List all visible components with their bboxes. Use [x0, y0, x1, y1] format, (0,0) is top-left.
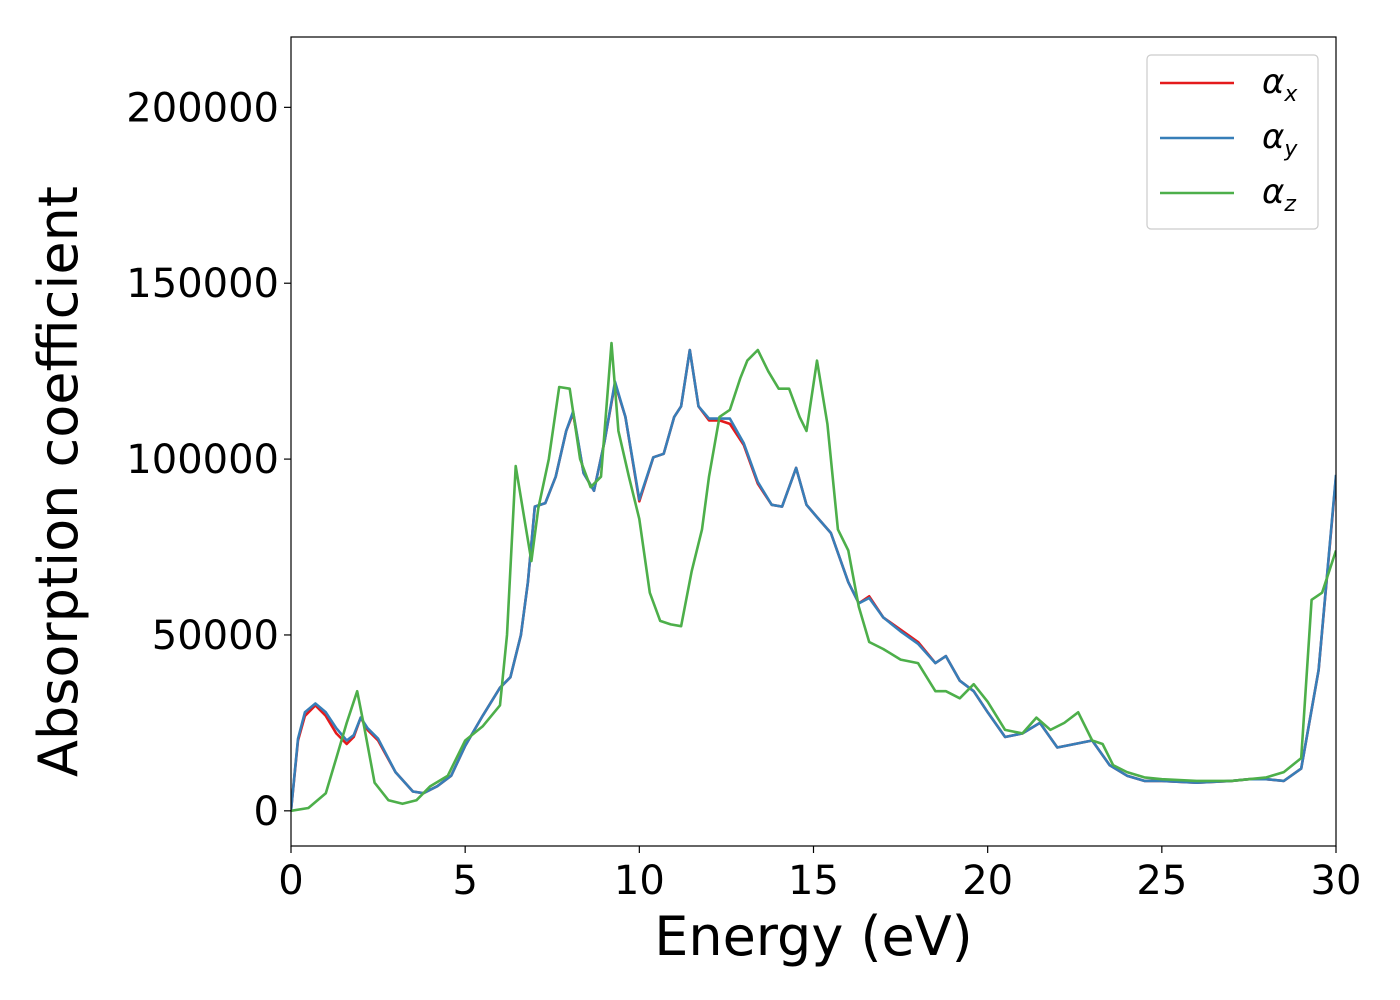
x-axis-label: Energy (eV) [654, 905, 973, 968]
x-tick-label: 20 [962, 858, 1013, 904]
y-tick-label: 150000 [126, 261, 279, 307]
x-tick-label: 0 [278, 858, 303, 904]
y-axis-label: Absorption coefficient [27, 186, 90, 777]
legend-label: αz [1262, 172, 1296, 217]
legend-box [1146, 54, 1319, 230]
x-tick-label: 25 [1136, 858, 1187, 904]
series-line-x [291, 348, 1336, 811]
series-layer [291, 341, 1336, 813]
series-line-y [291, 348, 1336, 811]
series-line-z [291, 341, 1336, 813]
legend: αx αy αz [1146, 54, 1319, 230]
legend-label: αy [1262, 117, 1298, 162]
y-tick-label: 50000 [152, 613, 279, 659]
x-tick-label: 15 [788, 858, 839, 904]
x-tick-label: 30 [1311, 858, 1362, 904]
y-tick-label: 0 [254, 789, 279, 835]
x-axis: 0 5 10 15 20 25 30 [278, 846, 1361, 904]
y-axis: 0 50000 100000 150000 200000 [126, 85, 291, 835]
y-tick-label: 200000 [126, 85, 279, 131]
legend-label: αx [1262, 62, 1298, 107]
x-tick-label: 5 [452, 858, 477, 904]
x-tick-label: 10 [614, 858, 665, 904]
y-tick-label: 100000 [126, 437, 279, 483]
